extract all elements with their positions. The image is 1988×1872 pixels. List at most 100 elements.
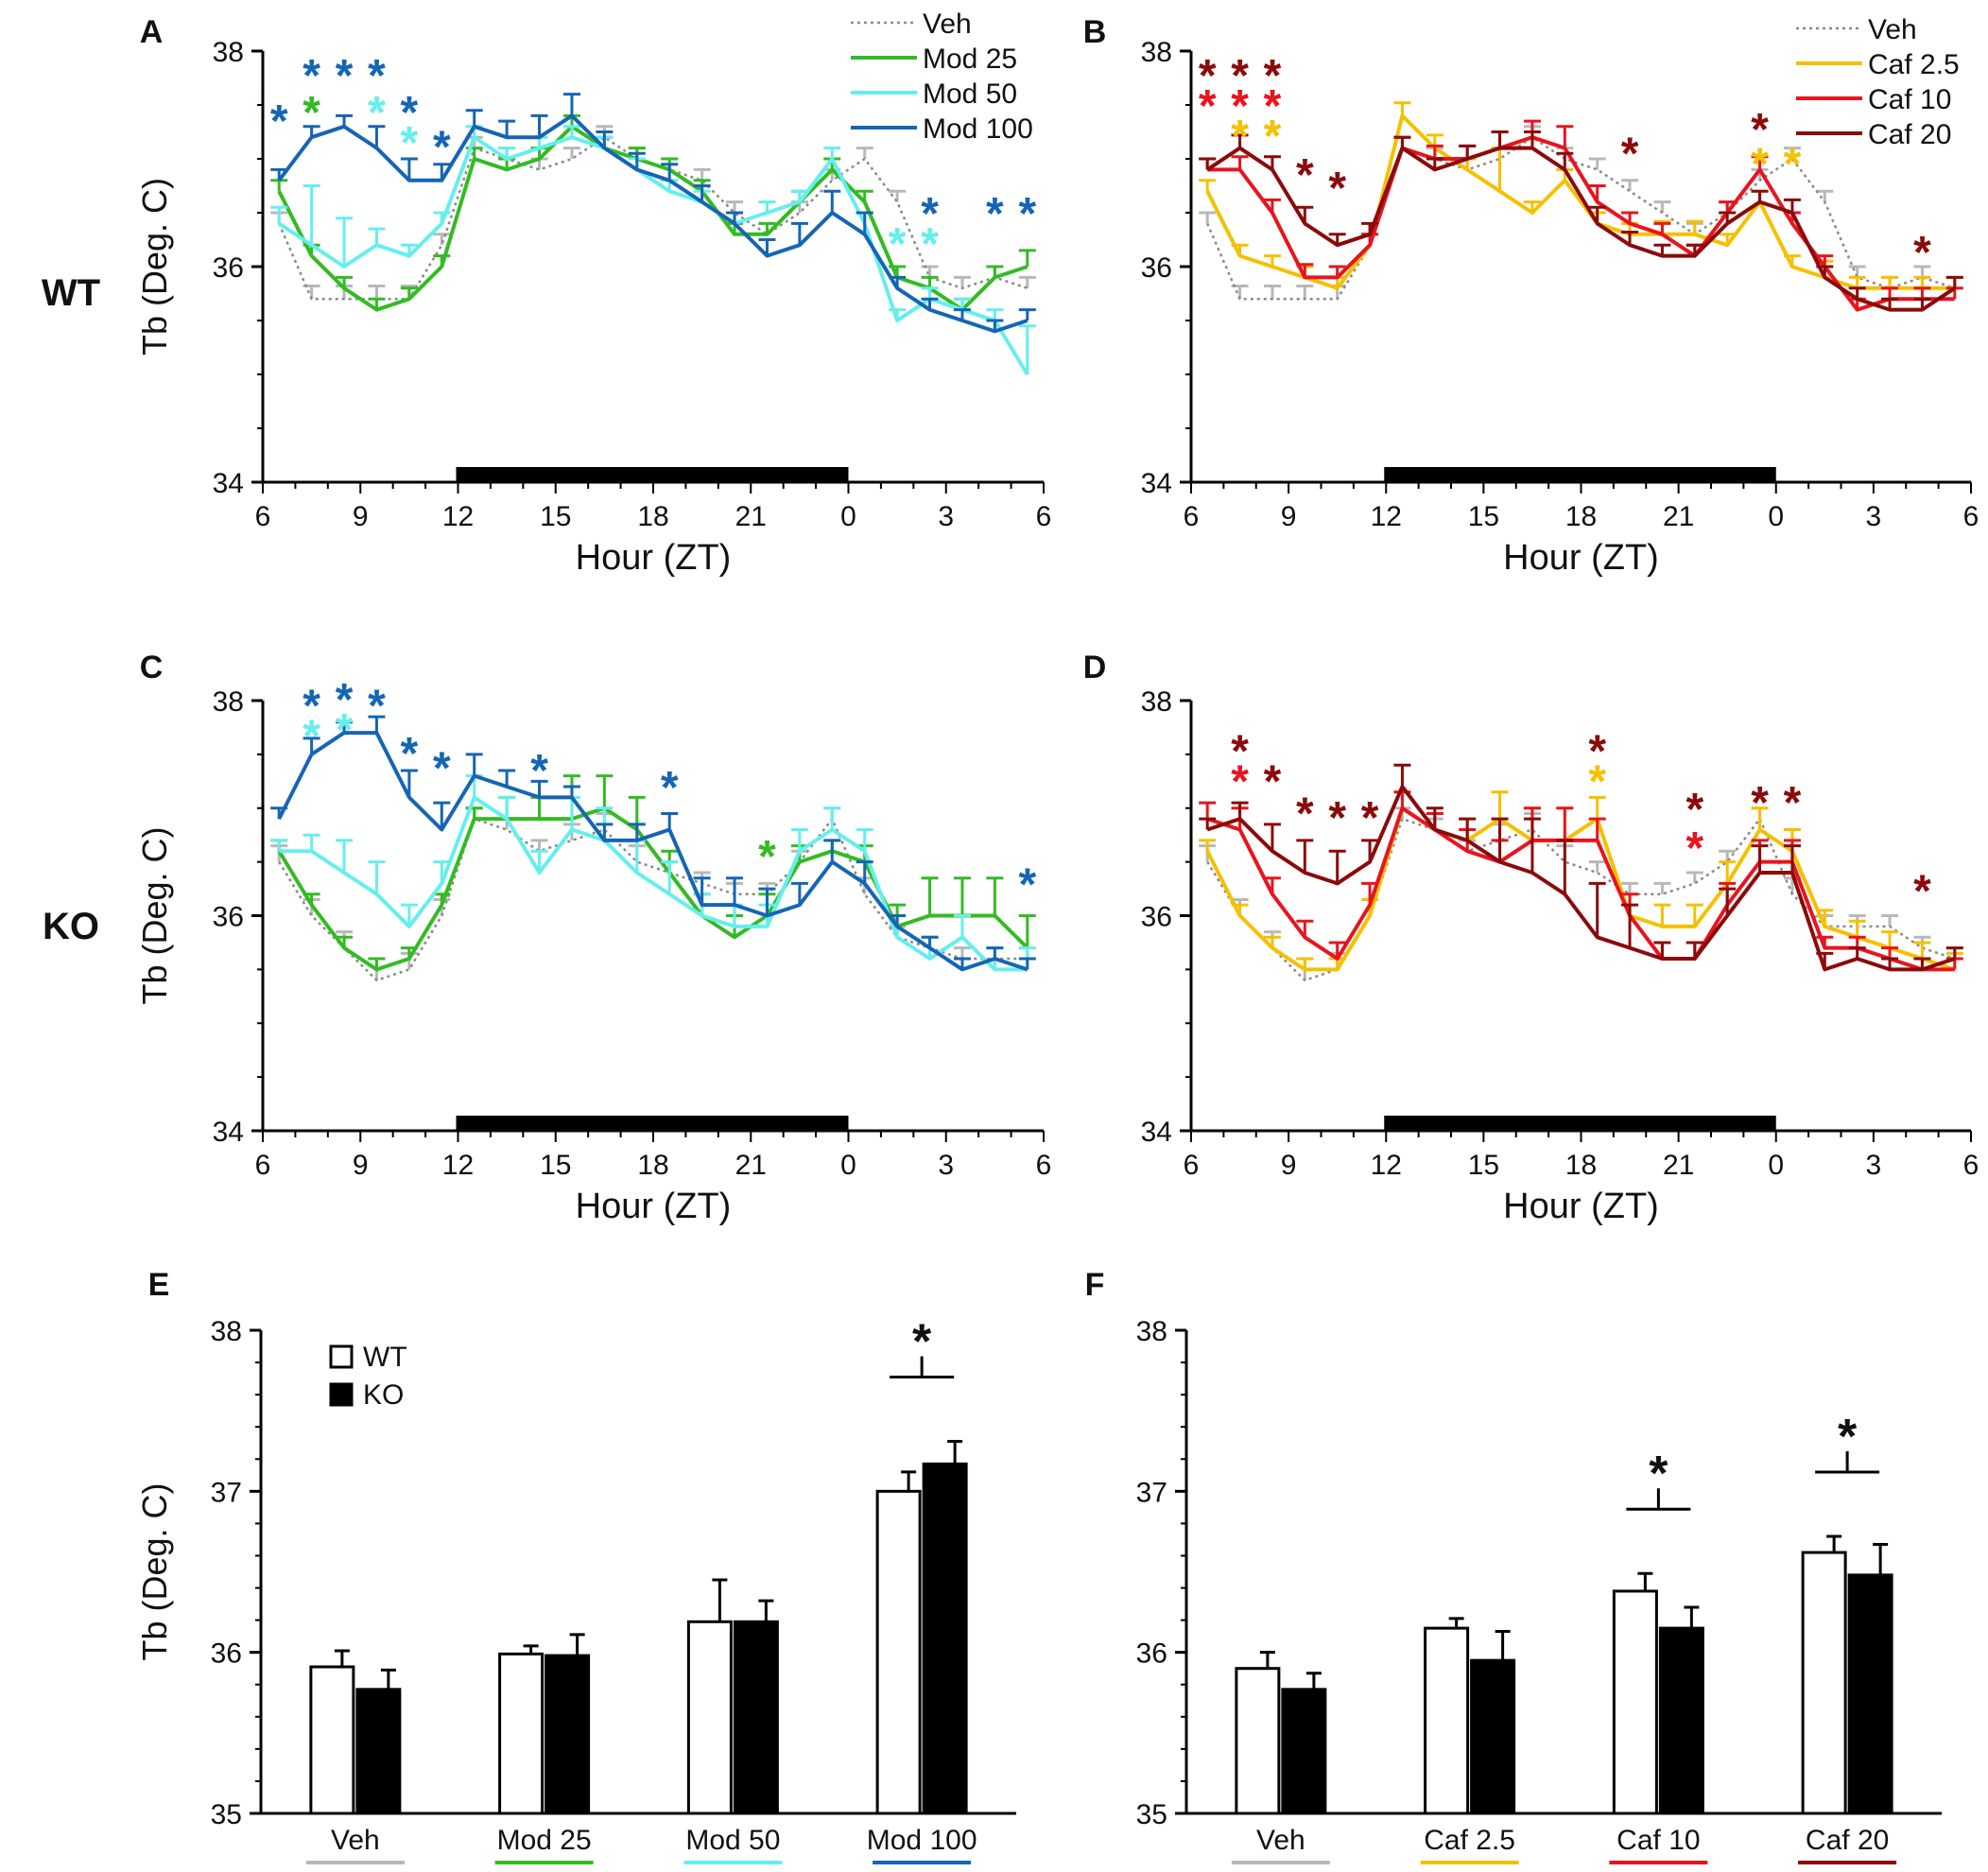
y-axis-label: Tb (Deg. C) [135, 178, 174, 355]
x-tick-label: 12 [442, 501, 474, 532]
category-label: Mod 25 [497, 1825, 592, 1856]
legend-swatch [329, 1382, 354, 1407]
bar-wt [686, 1620, 733, 1815]
bar-wt [1612, 1589, 1658, 1815]
y-tick-label: 38 [1141, 37, 1172, 68]
significance-star: * [1913, 866, 1931, 916]
y-tick-label: 36 [1136, 1638, 1167, 1670]
significance-star: * [1685, 785, 1703, 835]
x-tick-label: 6 [255, 1150, 271, 1181]
x-tick-label: 3 [938, 501, 954, 532]
series-mod-100 [270, 93, 1036, 334]
series-line [1207, 135, 1955, 312]
significance-star: * [1231, 756, 1249, 806]
x-axis-label: Hour (ZT) [1503, 1187, 1659, 1226]
bar-ko [545, 1654, 591, 1815]
bar-wt [498, 1652, 545, 1815]
x-tick-label: 0 [840, 501, 856, 532]
legend-label: KO [363, 1379, 404, 1411]
legend-label: Mod 25 [923, 43, 1017, 75]
y-tick-label: 37 [211, 1477, 242, 1508]
significance-star: * [1784, 778, 1802, 828]
bar-ko [1847, 1573, 1893, 1815]
bar-ko [1470, 1658, 1516, 1815]
bar-ko [1658, 1626, 1704, 1815]
significance-star: * [1018, 860, 1036, 910]
panel-F: F 35 36 37 38 Veh Caf 2.5 Caf 10 Caf 20 * * [1085, 1267, 1942, 1864]
x-tick-label: 18 [637, 501, 668, 532]
series-line [1206, 785, 1956, 972]
row-label-wt: WT [42, 272, 100, 314]
dark-phase-bar [456, 1116, 849, 1131]
series-line [1205, 113, 1955, 290]
significance-star: * [303, 712, 320, 762]
x-tick-label: 9 [353, 501, 369, 532]
significance-star: * [1649, 1447, 1668, 1501]
y-tick-label: 34 [1141, 1117, 1172, 1148]
x-tick-label: 0 [1768, 501, 1784, 532]
significance-star: * [661, 763, 679, 813]
x-tick-label: 15 [540, 1150, 571, 1181]
significance-star: * [1621, 129, 1639, 179]
x-tick-label: 21 [1663, 1150, 1694, 1181]
x-tick-label: 6 [1963, 501, 1979, 532]
x-tick-label: 18 [637, 1150, 668, 1181]
significance-star: * [1264, 112, 1282, 162]
x-tick-label: 6 [255, 501, 271, 532]
x-axis-label: Hour (ZT) [576, 538, 732, 578]
significance-star: * [1199, 51, 1217, 101]
legend-label: Caf 10 [1868, 84, 1951, 115]
x-tick-label: 0 [840, 1150, 856, 1181]
legend-label: Caf 2.5 [1868, 49, 1960, 80]
y-tick-label: 38 [211, 1316, 242, 1347]
significance-star: * [1264, 51, 1282, 101]
x-tick-label: 6 [1184, 1150, 1200, 1181]
series-line [1206, 146, 1956, 312]
series-line [1206, 806, 1955, 972]
bar-ko [733, 1620, 779, 1815]
y-axis-label: Tb (Deg. C) [135, 826, 174, 1004]
y-tick-label: 35 [211, 1799, 242, 1830]
y-tick-label: 36 [213, 902, 244, 933]
significance-star: * [1231, 112, 1249, 162]
panel-label: F [1085, 1267, 1105, 1303]
significance-star: * [1328, 164, 1346, 214]
significance-star: * [1751, 140, 1769, 190]
x-tick-label: 6 [1036, 501, 1052, 532]
x-tick-label: 18 [1565, 1150, 1597, 1181]
series-line [277, 806, 1029, 972]
x-tick-label: 21 [735, 1150, 767, 1181]
legend-label: WT [363, 1342, 407, 1373]
series-line [1206, 135, 1956, 301]
x-tick-label: 9 [1281, 1150, 1297, 1181]
significance-star: * [1751, 778, 1769, 828]
series-mod-50 [270, 774, 1036, 972]
significance-star: * [368, 88, 386, 138]
y-tick-label: 38 [1141, 686, 1172, 718]
x-tick-label: 12 [1371, 501, 1402, 532]
series-caf-20 [1199, 130, 1963, 312]
dark-phase-bar [1384, 1116, 1776, 1131]
significance-star: * [1296, 789, 1314, 839]
significance-star: * [1264, 81, 1282, 131]
x-tick-label: 6 [1184, 501, 1200, 532]
category-label: Veh [331, 1825, 380, 1856]
y-tick-label: 37 [1136, 1477, 1167, 1508]
y-tick-label: 36 [213, 252, 244, 284]
bar-wt [309, 1665, 355, 1815]
bar-ko [1281, 1688, 1327, 1815]
x-tick-label: 15 [540, 501, 571, 532]
significance-star: * [1231, 81, 1249, 131]
significance-star: * [1588, 756, 1606, 806]
series-line [277, 113, 1029, 334]
significance-star: * [1751, 105, 1769, 155]
series-line [277, 124, 1029, 312]
x-tick-label: 18 [1565, 501, 1597, 532]
significance-star: * [530, 746, 548, 796]
bar-wt [1235, 1667, 1281, 1815]
